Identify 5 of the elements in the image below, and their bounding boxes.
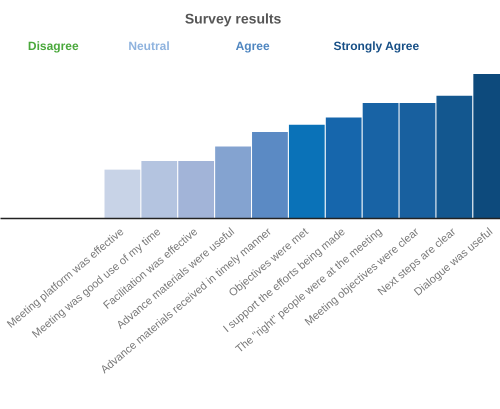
text: Strongly Agree bbox=[334, 38, 420, 53]
text: Agree bbox=[236, 38, 270, 53]
text: Neutral bbox=[128, 38, 170, 53]
chart-title: Survey results bbox=[184, 10, 282, 26]
text: Disagree bbox=[28, 38, 79, 53]
